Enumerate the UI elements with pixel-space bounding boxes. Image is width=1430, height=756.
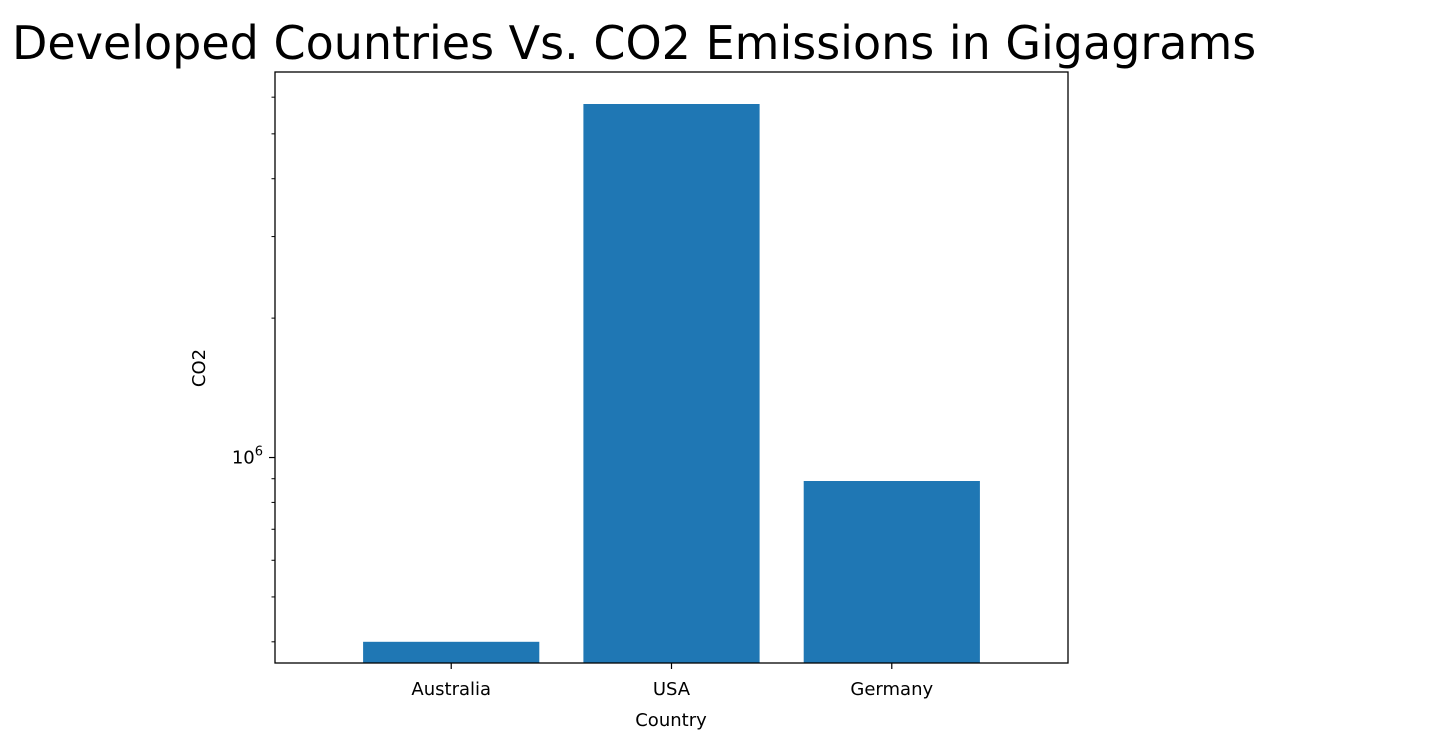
bar-germany <box>803 481 980 663</box>
chart-title: Developed Countries Vs. CO2 Emissions in… <box>12 16 1256 70</box>
bar-usa <box>583 104 760 663</box>
bar-australia <box>363 641 540 663</box>
y-minor-ticks <box>271 96 275 643</box>
y-tick-label: 106 <box>232 445 263 469</box>
x-axis-label: Country <box>635 710 707 731</box>
plot-area <box>363 104 980 663</box>
x-tick-label: USA <box>653 679 691 700</box>
x-tick-label: Germany <box>850 679 933 700</box>
y-axis-label: CO2 <box>189 349 210 387</box>
x-tick-label: Australia <box>411 679 491 700</box>
